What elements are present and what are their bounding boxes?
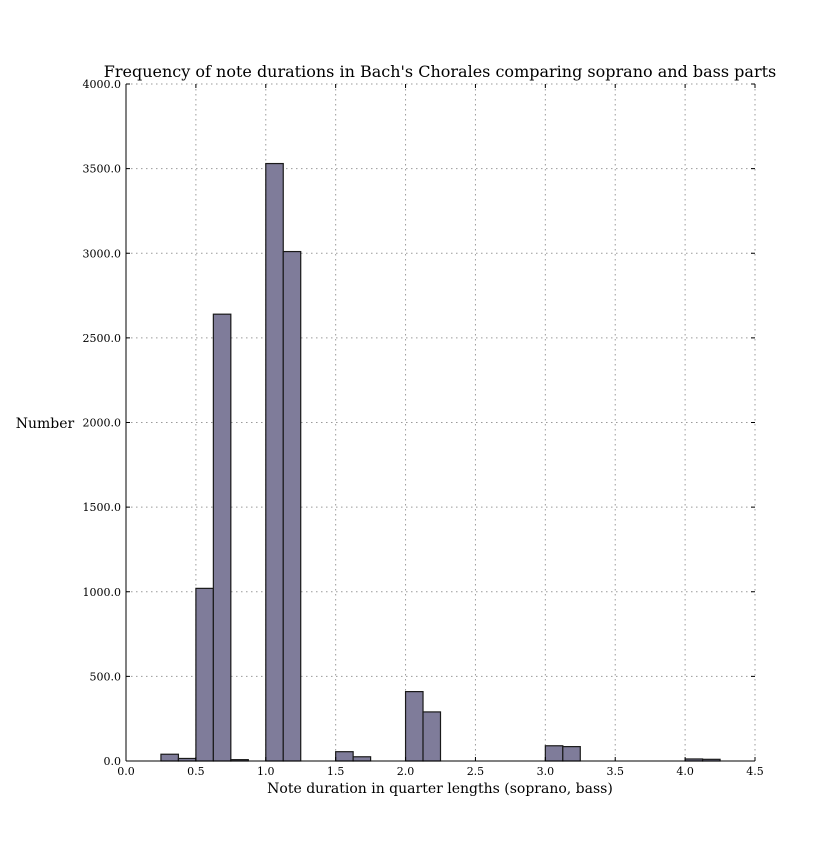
- histogram-bar: [404, 691, 424, 762]
- y-tick-label: 2500.0: [83, 332, 122, 345]
- histogram-bar: [160, 753, 180, 762]
- x-tick-label: 2.5: [467, 765, 485, 778]
- histogram-bar: [562, 746, 581, 762]
- histogram-bar: [544, 745, 564, 762]
- histogram-bar: [265, 162, 284, 762]
- histogram-bar: [212, 313, 232, 762]
- x-tick-label: 0.5: [187, 765, 205, 778]
- histogram-bar: [195, 587, 214, 762]
- x-tick-label: 4.0: [676, 765, 694, 778]
- histogram-bar: [352, 756, 372, 762]
- y-tick-label: 1000.0: [83, 586, 122, 599]
- chart-title: Frequency of note durations in Bach's Ch…: [104, 62, 777, 81]
- histogram-bar: [335, 751, 354, 762]
- x-tick-label: 3.5: [606, 765, 624, 778]
- x-tick-label: 3.0: [537, 765, 555, 778]
- y-tick-label: 3000.0: [83, 247, 122, 260]
- y-axis-label: Number: [16, 416, 75, 432]
- x-tick-label: 4.5: [746, 765, 764, 778]
- y-tick-label: 4000.0: [83, 78, 122, 91]
- x-tick-label: 1.5: [327, 765, 345, 778]
- x-tick-label: 2.0: [397, 765, 415, 778]
- y-tick-label: 1500.0: [83, 501, 122, 514]
- y-tick-label: 0.0: [104, 755, 122, 768]
- y-tick-label: 3500.0: [83, 163, 122, 176]
- y-tick-label: 500.0: [90, 670, 122, 683]
- tick-labels: 0.0 0.5 1.0 1.5 2.0 2.5 3.0 3.5 4.0 4.5 0.0 500.0 10…: [83, 78, 764, 778]
- histogram-bar: [422, 711, 442, 762]
- histogram-bar: [282, 250, 302, 762]
- x-tick-label: 1.0: [257, 765, 275, 778]
- y-tick-label: 2000.0: [83, 417, 122, 430]
- x-tick-label: 0.0: [117, 765, 135, 778]
- x-axis-label: Note duration in quarter lengths (sopran…: [267, 781, 613, 797]
